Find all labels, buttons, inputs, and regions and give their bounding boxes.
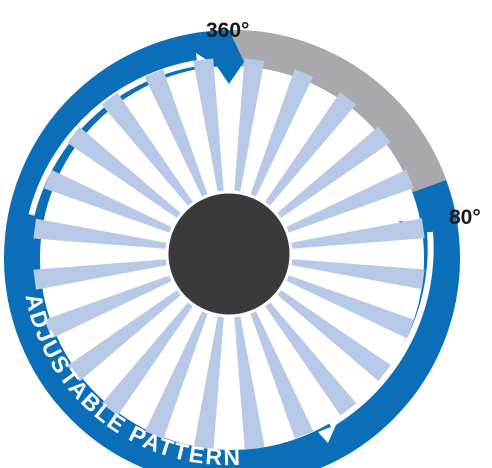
spray-spoke — [144, 69, 208, 198]
arrowhead-icon-top — [214, 30, 244, 84]
spray-spoke — [144, 310, 209, 439]
spray-spoke — [264, 92, 357, 207]
spray-spoke — [33, 218, 168, 249]
spray-spokes-icon — [33, 58, 425, 450]
spray-spoke — [276, 289, 391, 382]
spray-spoke — [234, 315, 265, 450]
center-hub-icon — [165, 190, 293, 318]
spray-spoke — [250, 310, 314, 439]
excluded-arc-sector — [231, 30, 447, 193]
right-angle-label: 80° — [449, 206, 481, 229]
spray-spoke — [67, 289, 182, 382]
spray-spoke — [249, 69, 314, 198]
spray-spoke — [264, 301, 357, 416]
spray-spoke — [101, 301, 194, 416]
top-angle-label: 360° — [206, 19, 249, 42]
spray-spoke — [290, 218, 425, 249]
spray-spoke — [276, 126, 391, 219]
spray-spoke — [285, 169, 414, 233]
spray-spoke — [44, 275, 173, 339]
spray-spoke — [290, 259, 425, 290]
spray-spoke — [33, 259, 168, 290]
right-arc-arrow-line — [328, 231, 434, 428]
spray-spoke — [285, 274, 414, 339]
spray-spoke — [234, 58, 265, 193]
bottom-arc-arrowhead-icon — [318, 425, 336, 443]
spray-spoke — [193, 315, 224, 450]
top-arc-arrow-line — [28, 59, 206, 216]
spray-spoke — [101, 92, 194, 207]
spray-spoke — [67, 126, 182, 219]
spray-spoke — [44, 169, 173, 234]
spray-spoke — [193, 58, 224, 193]
